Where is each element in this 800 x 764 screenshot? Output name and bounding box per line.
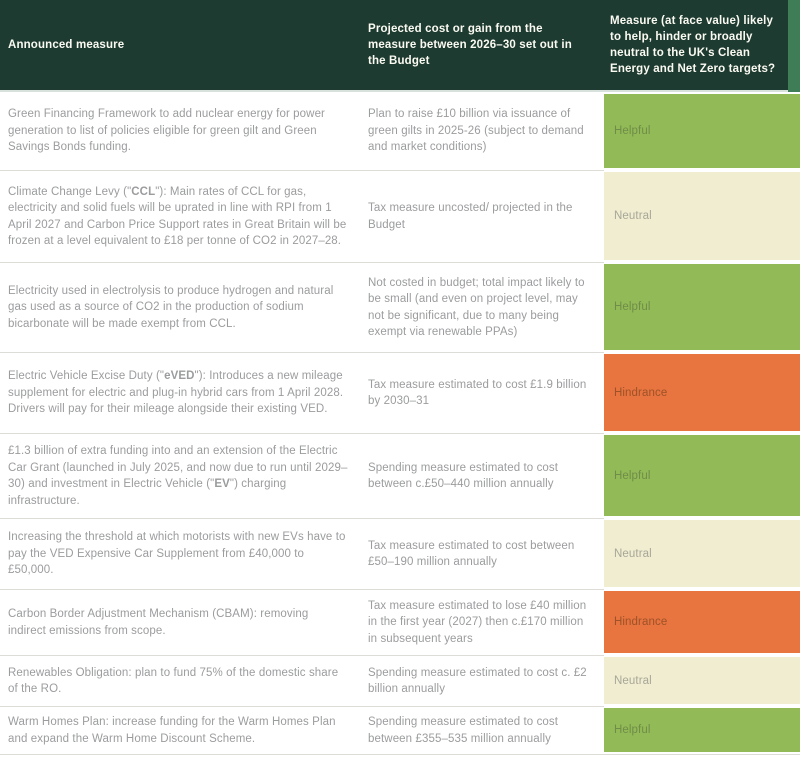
measure-text: Electric Vehicle Excise Duty ("eVED"): I… [8, 370, 344, 416]
table-header-row: Announced measure Projected cost or gain… [0, 0, 800, 92]
table-row: Renewables Obligation: plan to fund 75% … [0, 655, 800, 706]
verdict-cell: Helpful [604, 94, 800, 168]
measure-text: £1.3 billion of extra funding into and a… [8, 445, 348, 507]
verdict-cell: Helpful [604, 264, 800, 350]
table-body: Green Financing Framework to add nuclear… [0, 92, 800, 754]
cost-cell: Spending measure estimated to cost betwe… [360, 706, 604, 754]
table-bottom-divider [0, 754, 800, 763]
measure-text: Electricity used in electrolysis to prod… [8, 284, 334, 330]
verdict-cell: Helpful [604, 708, 800, 752]
measure-text: Green Financing Framework to add nuclear… [8, 108, 325, 154]
table-row: Electricity used in electrolysis to prod… [0, 262, 800, 352]
measure-cell: Increasing the threshold at which motori… [0, 518, 360, 589]
measure-cell: Electricity used in electrolysis to prod… [0, 262, 360, 352]
measure-cell: Green Financing Framework to add nuclear… [0, 92, 360, 170]
cost-cell: Tax measure estimated to cost £1.9 billi… [360, 352, 604, 433]
verdict-cell: Helpful [604, 435, 800, 516]
cost-text: Tax measure estimated to cost £1.9 billi… [368, 378, 587, 408]
cost-cell: Tax measure estimated to lose £40 millio… [360, 589, 604, 655]
table-row: Carbon Border Adjustment Mechanism (CBAM… [0, 589, 800, 655]
measure-cell: Renewables Obligation: plan to fund 75% … [0, 655, 360, 706]
table-row: Green Financing Framework to add nuclear… [0, 92, 800, 170]
measure-text: Climate Change Levy ("CCL"): Main rates … [8, 185, 347, 248]
header-edge-strip [788, 0, 800, 92]
measure-text: Renewables Obligation: plan to fund 75% … [8, 666, 339, 696]
header-net-zero-verdict: Measure (at face value) likely to help, … [610, 15, 776, 75]
cost-text: Spending measure estimated to cost betwe… [368, 461, 559, 491]
table-row: Warm Homes Plan: increase funding for th… [0, 706, 800, 754]
verdict-cell: Neutral [604, 657, 800, 704]
table-row: Electric Vehicle Excise Duty ("eVED"): I… [0, 352, 800, 433]
header-announced-measure: Announced measure [8, 39, 125, 51]
verdict-cell: Hindrance [604, 354, 800, 431]
measure-text: Carbon Border Adjustment Mechanism (CBAM… [8, 608, 309, 637]
table-row: £1.3 billion of extra funding into and a… [0, 433, 800, 518]
measure-cell: Carbon Border Adjustment Mechanism (CBAM… [0, 589, 360, 655]
cost-cell: Plan to raise £10 billion via issuance o… [360, 92, 604, 170]
verdict-cell: Neutral [604, 172, 800, 260]
table-row: Climate Change Levy ("CCL"): Main rates … [0, 170, 800, 262]
header-projected-cost: Projected cost or gain from the measure … [368, 23, 572, 67]
verdict-cell: Hindrance [604, 591, 800, 653]
cost-text: Tax measure estimated to cost between £5… [368, 539, 575, 569]
cost-cell: Spending measure estimated to cost c. £2… [360, 655, 604, 706]
measure-text: Increasing the threshold at which motori… [8, 531, 346, 577]
cost-text: Tax measure estimated to lose £40 millio… [368, 599, 587, 645]
cost-text: Spending measure estimated to cost betwe… [368, 716, 559, 745]
cost-cell: Tax measure estimated to cost between £5… [360, 518, 604, 589]
measure-cell: £1.3 billion of extra funding into and a… [0, 433, 360, 518]
cost-cell: Not costed in budget; total impact likel… [360, 262, 604, 352]
measure-cell: Warm Homes Plan: increase funding for th… [0, 706, 360, 754]
measure-cell: Climate Change Levy ("CCL"): Main rates … [0, 170, 360, 262]
cost-text: Plan to raise £10 billion via issuance o… [368, 108, 584, 154]
cost-cell: Tax measure uncosted/ projected in the B… [360, 170, 604, 262]
cost-text: Not costed in budget; total impact likel… [368, 276, 585, 339]
cost-text: Spending measure estimated to cost c. £2… [368, 666, 587, 696]
measure-text: Warm Homes Plan: increase funding for th… [8, 716, 336, 745]
verdict-cell: Neutral [604, 520, 800, 587]
measure-cell: Electric Vehicle Excise Duty ("eVED"): I… [0, 352, 360, 433]
cost-text: Tax measure uncosted/ projected in the B… [368, 202, 573, 231]
table-row: Increasing the threshold at which motori… [0, 518, 800, 589]
cost-cell: Spending measure estimated to cost betwe… [360, 433, 604, 518]
